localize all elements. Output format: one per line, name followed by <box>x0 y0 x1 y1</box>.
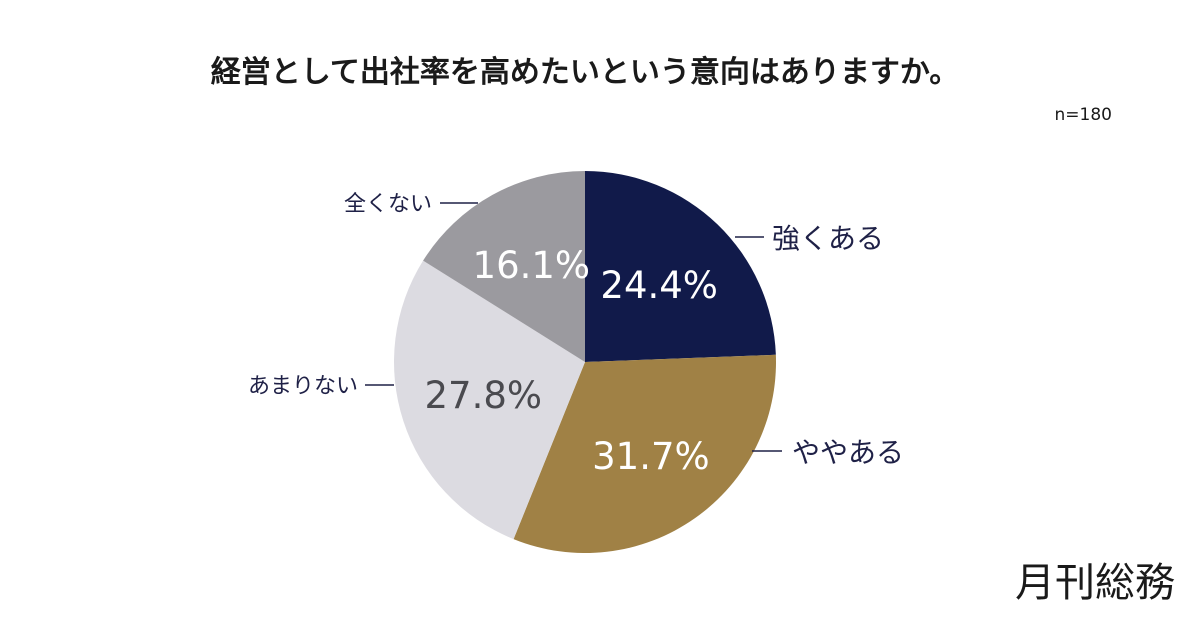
category-label-4: 全くない <box>344 192 432 217</box>
pie-slice-2 <box>513 354 776 554</box>
pie-value-label-1: 24.4% <box>600 264 718 307</box>
pie-value-label-3: 27.8% <box>425 374 543 417</box>
pie-value-label-2: 31.7% <box>592 435 710 478</box>
pie-value-label-4: 16.1% <box>473 244 591 287</box>
pie-slice-1 <box>585 171 776 362</box>
chart-title: 経営として出社率を高めたいという意向はありますか。 <box>211 55 960 90</box>
brand-logo: 月刊総務 <box>1015 560 1175 606</box>
category-label-2: ややある <box>792 436 904 469</box>
pie-value-labels: 24.4% 31.7% 27.8% 16.1% <box>425 244 718 478</box>
category-label-1: 強くある <box>772 222 884 255</box>
sample-size: n=180 <box>1055 105 1112 125</box>
pie-slices <box>393 171 776 554</box>
category-label-3: あまりない <box>248 374 358 399</box>
pie-slice-4 <box>423 171 585 362</box>
pie-slice-3 <box>393 260 585 540</box>
